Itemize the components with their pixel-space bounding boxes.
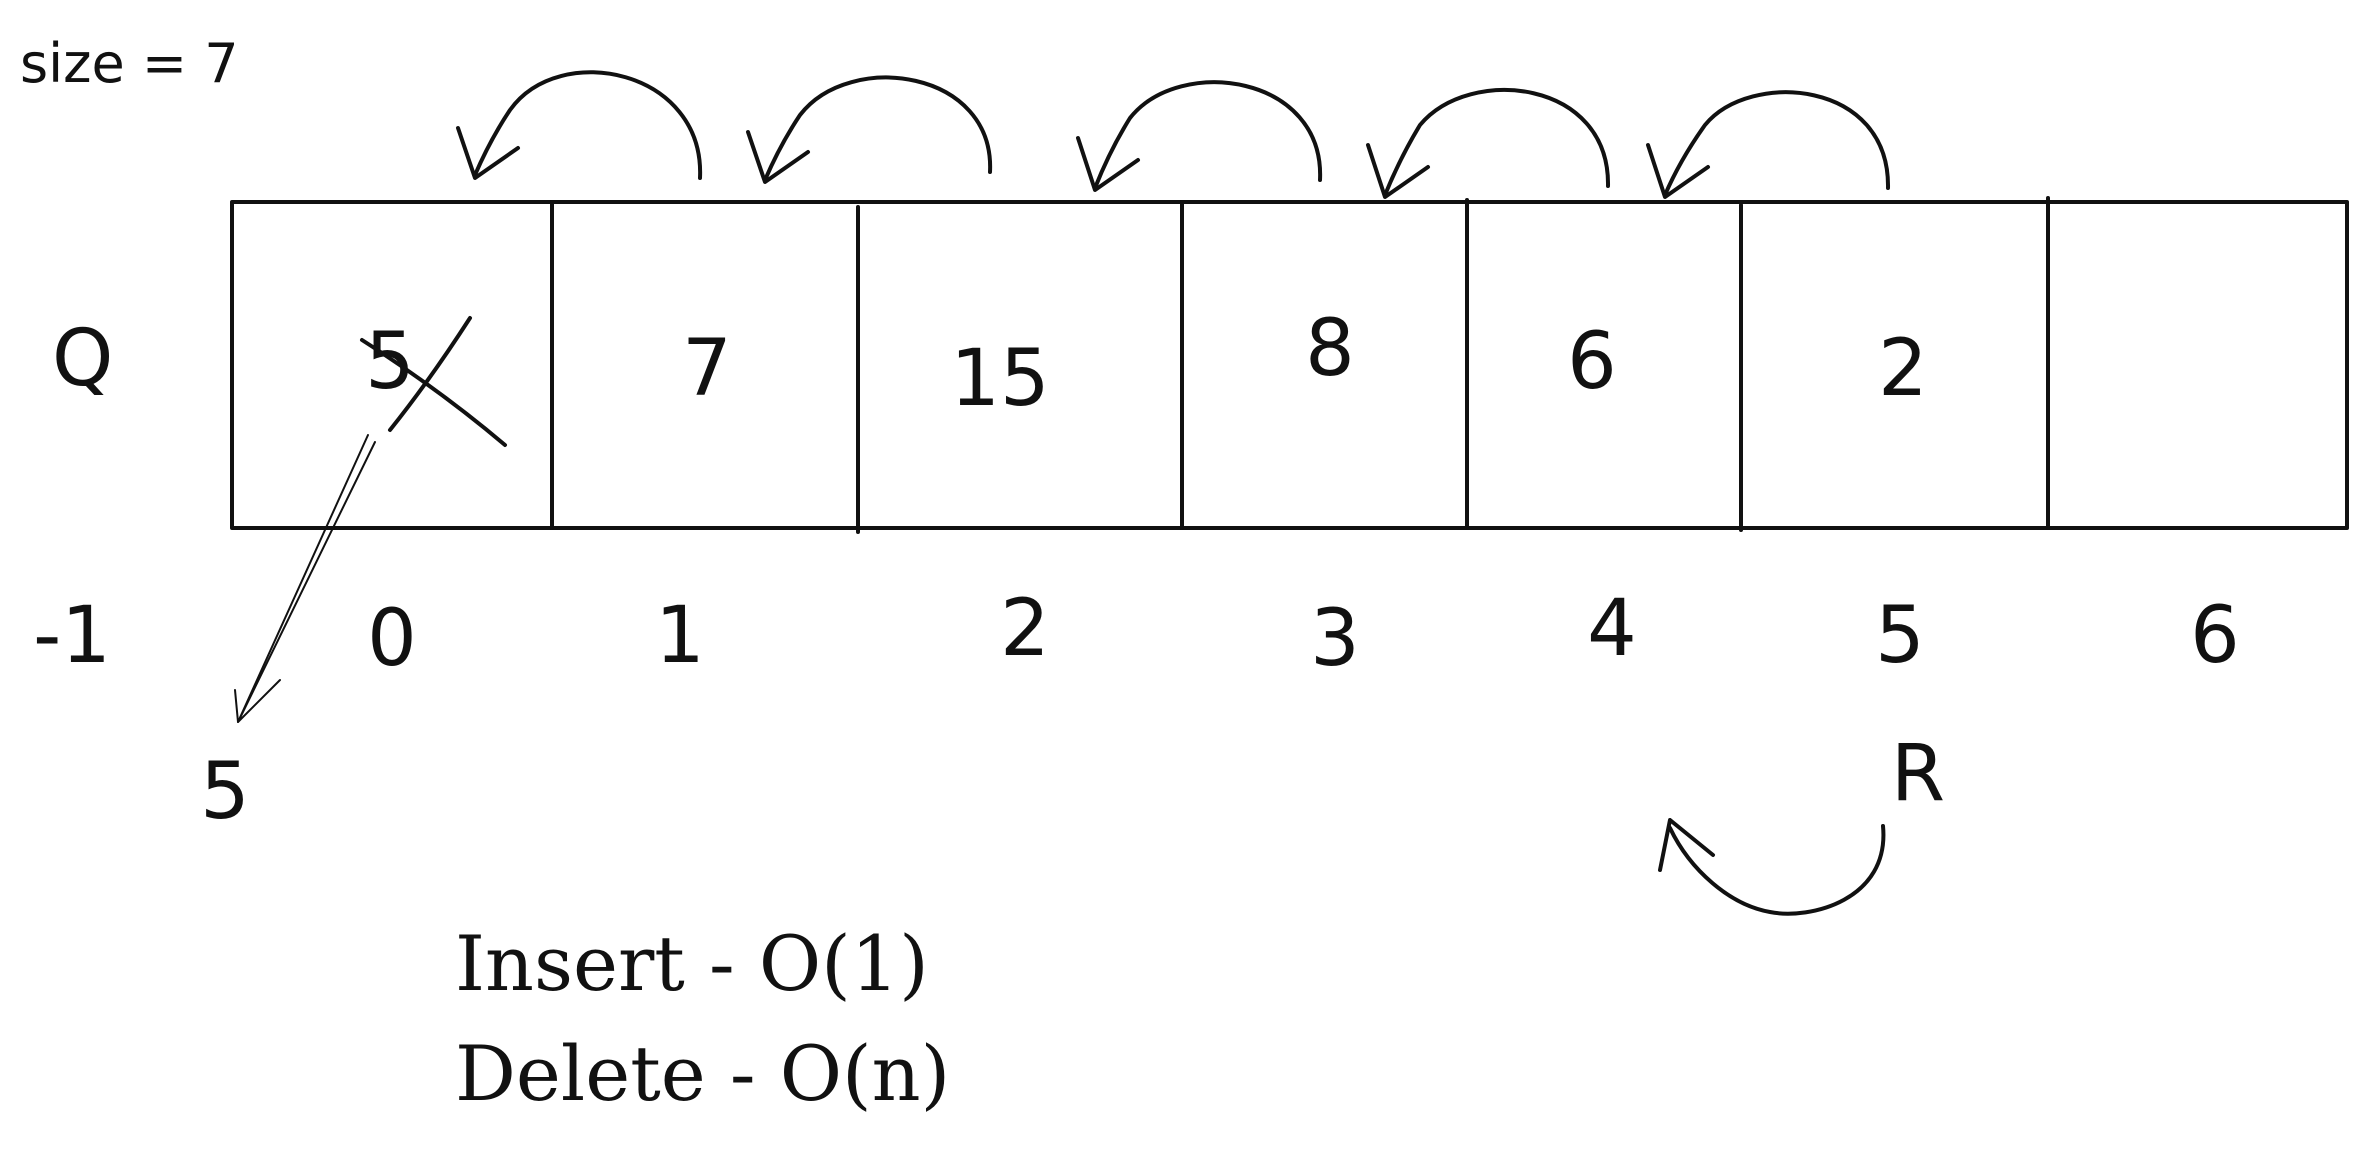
cell-value-3: 8 bbox=[1305, 304, 1355, 394]
index-4: 4 bbox=[1587, 584, 1637, 674]
dequeued-value: 5 bbox=[200, 747, 250, 837]
shift-arrow bbox=[1646, 90, 1891, 199]
shift-arrow bbox=[456, 70, 703, 180]
cell-value-1: 7 bbox=[682, 324, 732, 414]
shift-arrow bbox=[746, 75, 993, 184]
cell-value-0: 5 bbox=[365, 317, 415, 407]
strike-mark bbox=[360, 316, 507, 447]
index-6: 6 bbox=[2190, 591, 2240, 681]
index-3: 3 bbox=[1310, 594, 1360, 684]
cell-value-5: 2 bbox=[1878, 324, 1928, 414]
front-index-label: -1 bbox=[33, 591, 111, 681]
cell-value-4: 6 bbox=[1567, 317, 1617, 407]
queue-label: Q bbox=[52, 314, 113, 404]
queue-array bbox=[230, 196, 2349, 534]
queue-array-outline bbox=[230, 200, 2349, 530]
index-2: 2 bbox=[1000, 584, 1050, 674]
shift-arrow bbox=[1076, 80, 1323, 192]
index-0: 0 bbox=[367, 594, 417, 684]
index-5: 5 bbox=[1875, 591, 1925, 681]
shift-arrows bbox=[456, 70, 1891, 199]
rear-move-arrow bbox=[1658, 818, 1886, 916]
index-1: 1 bbox=[655, 591, 705, 681]
cell-value-2: 15 bbox=[950, 334, 1049, 424]
rear-label: R bbox=[1891, 729, 1945, 819]
delete-complexity: Delete - O(n) bbox=[455, 1029, 950, 1118]
shift-arrow bbox=[1366, 88, 1611, 199]
insert-complexity: Insert - O(1) bbox=[455, 919, 929, 1008]
size-label: size = 7 bbox=[20, 32, 239, 95]
dequeue-arrow bbox=[234, 434, 376, 723]
